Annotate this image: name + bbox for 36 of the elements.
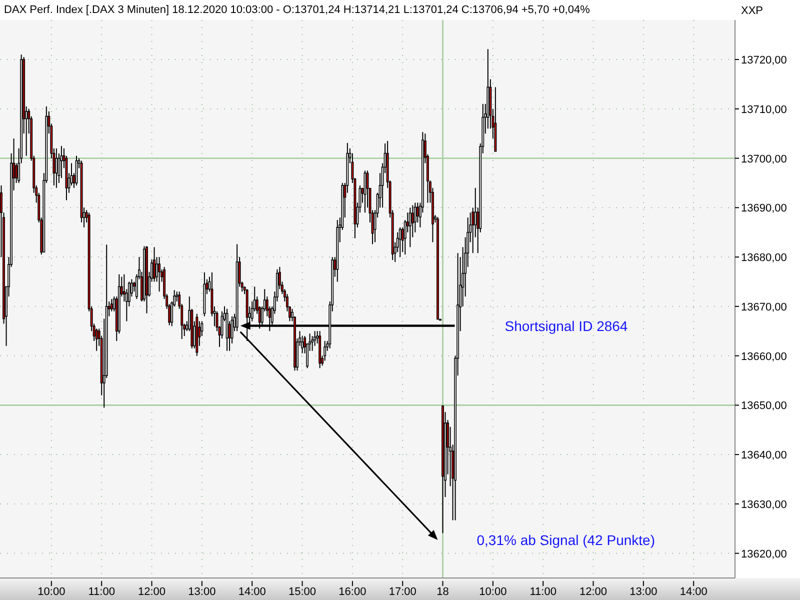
x-tick-label: 18 (436, 586, 449, 598)
y-tick-label: 13670,00 (741, 301, 787, 314)
annotation: 0,31% ab Signal (42 Punkte) (476, 532, 655, 548)
x-tick-label: 10:00 (479, 586, 507, 598)
x-tick-label: 12:00 (580, 586, 608, 598)
y-tick-label: 13700,00 (741, 153, 787, 166)
y-axis-title: XXP (741, 5, 764, 17)
x-tick-label: 17:00 (388, 586, 416, 598)
x-tick-label: 14:00 (238, 586, 266, 598)
x-tick-label: 11:00 (530, 586, 556, 598)
x-tick-label: 14:00 (680, 586, 708, 598)
y-tick-label: 13660,00 (741, 350, 787, 363)
x-tick-label: 15:00 (288, 586, 316, 598)
chart-title: DAX Perf. Index [.DAX 3 Minuten] 18.12.2020 10:03:00 - O:13701,24 H:13714,21 L:13701,24 C:13706,94 +5,70 +0,04% (4, 4, 590, 16)
y-tick-label: 13650,00 (741, 400, 787, 412)
x-tick-label: 11:00 (88, 586, 115, 598)
annotation: Shortsignal ID 2864 (504, 318, 628, 334)
candlestick (398, 226, 402, 258)
y-tick-label: 13620,00 (741, 548, 787, 560)
x-tick-label: 13:00 (188, 586, 216, 598)
x-tick-label: 16:00 (338, 586, 366, 598)
x-tick-label: 13:00 (630, 586, 658, 598)
y-tick-label: 13630,00 (741, 498, 787, 511)
y-tick-label: 13680,00 (741, 252, 787, 264)
candlestick (60, 145, 63, 179)
y-tick-label: 13690,00 (741, 202, 787, 215)
candlestick (153, 246, 156, 282)
candlestick (55, 148, 58, 188)
y-tick-label: 13710,00 (741, 104, 787, 116)
y-tick-label: 13720,00 (741, 54, 787, 67)
candlestick (408, 207, 412, 248)
candlestick (324, 340, 326, 362)
x-tick-label: 12:00 (138, 586, 166, 598)
candlestick (158, 256, 161, 292)
y-tick-label: 13640,00 (741, 450, 787, 462)
x-tick-label: 10:00 (38, 586, 66, 598)
